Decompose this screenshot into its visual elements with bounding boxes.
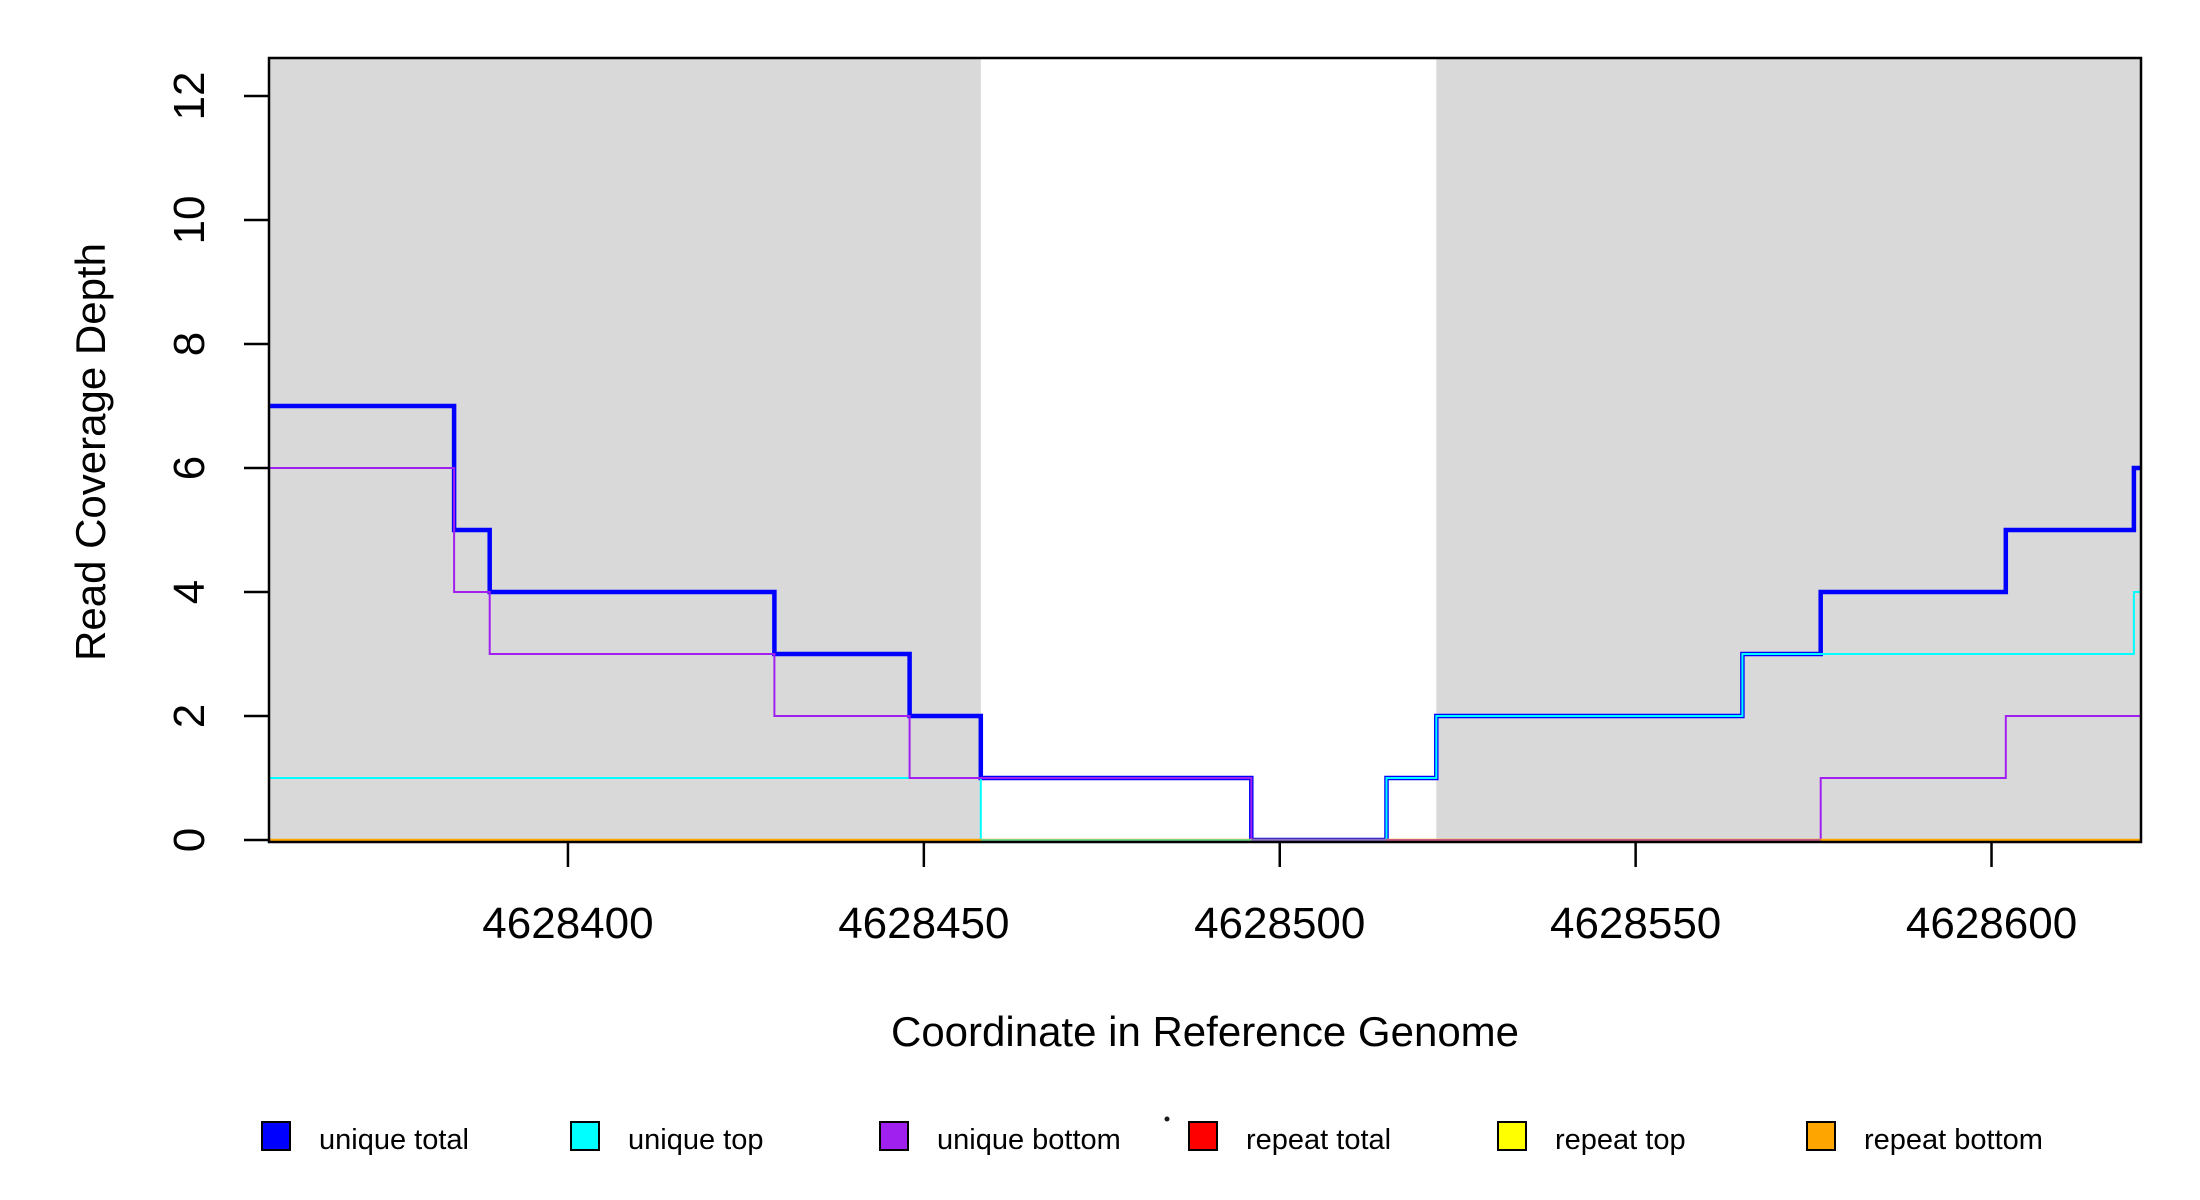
legend-swatch — [570, 1121, 600, 1151]
plot-border — [267, 56, 2143, 844]
y-tick-label: 6 — [165, 456, 214, 480]
legend-label: repeat total — [1246, 1124, 1391, 1156]
legend-item-unique-total: unique total — [261, 1121, 469, 1156]
legend-item-unique-bottom: unique bottom — [879, 1121, 1121, 1156]
series-line-unique-bottom — [269, 467, 2141, 841]
stray-dot — [1164, 1116, 1170, 1122]
shaded-region-2 — [1436, 59, 2141, 841]
shaded-region-1 — [269, 59, 981, 841]
legend-swatch — [261, 1121, 291, 1151]
x-tick-label: 4628600 — [1906, 899, 2077, 948]
series-line-unique-top — [269, 591, 2141, 841]
legend-item-unique-top: unique top — [570, 1121, 763, 1156]
y-tick-label: 12 — [165, 72, 214, 121]
legend-label: unique total — [319, 1124, 469, 1156]
x-axis-title: Coordinate in Reference Genome — [890, 1008, 1520, 1055]
y-tick-label: 2 — [165, 704, 214, 728]
x-tick-label: 4628500 — [1194, 899, 1365, 948]
legend-label: repeat top — [1555, 1124, 1686, 1156]
legend-item-repeat-top: repeat top — [1497, 1121, 1686, 1156]
x-tick-label: 4628400 — [482, 899, 653, 948]
legend-swatch — [879, 1121, 909, 1151]
y-tick-label: 4 — [165, 580, 214, 604]
legend-swatch — [1806, 1121, 1836, 1151]
legend-label: unique bottom — [937, 1124, 1121, 1156]
x-tick-label: 4628450 — [838, 899, 1009, 948]
legend-label: unique top — [628, 1124, 763, 1156]
y-axis-title: Read Coverage Depth — [67, 243, 114, 661]
y-tick-label: 8 — [165, 332, 214, 356]
legend-label: repeat bottom — [1864, 1124, 2043, 1156]
y-tick-label: 10 — [165, 196, 214, 245]
x-tick-label: 4628550 — [1550, 899, 1721, 948]
legend-swatch — [1188, 1121, 1218, 1151]
legend-item-repeat-total: repeat total — [1188, 1121, 1391, 1156]
y-tick-label: 0 — [165, 828, 214, 852]
legend-swatch — [1497, 1121, 1527, 1151]
legend-item-repeat-bottom: repeat bottom — [1806, 1121, 2043, 1156]
